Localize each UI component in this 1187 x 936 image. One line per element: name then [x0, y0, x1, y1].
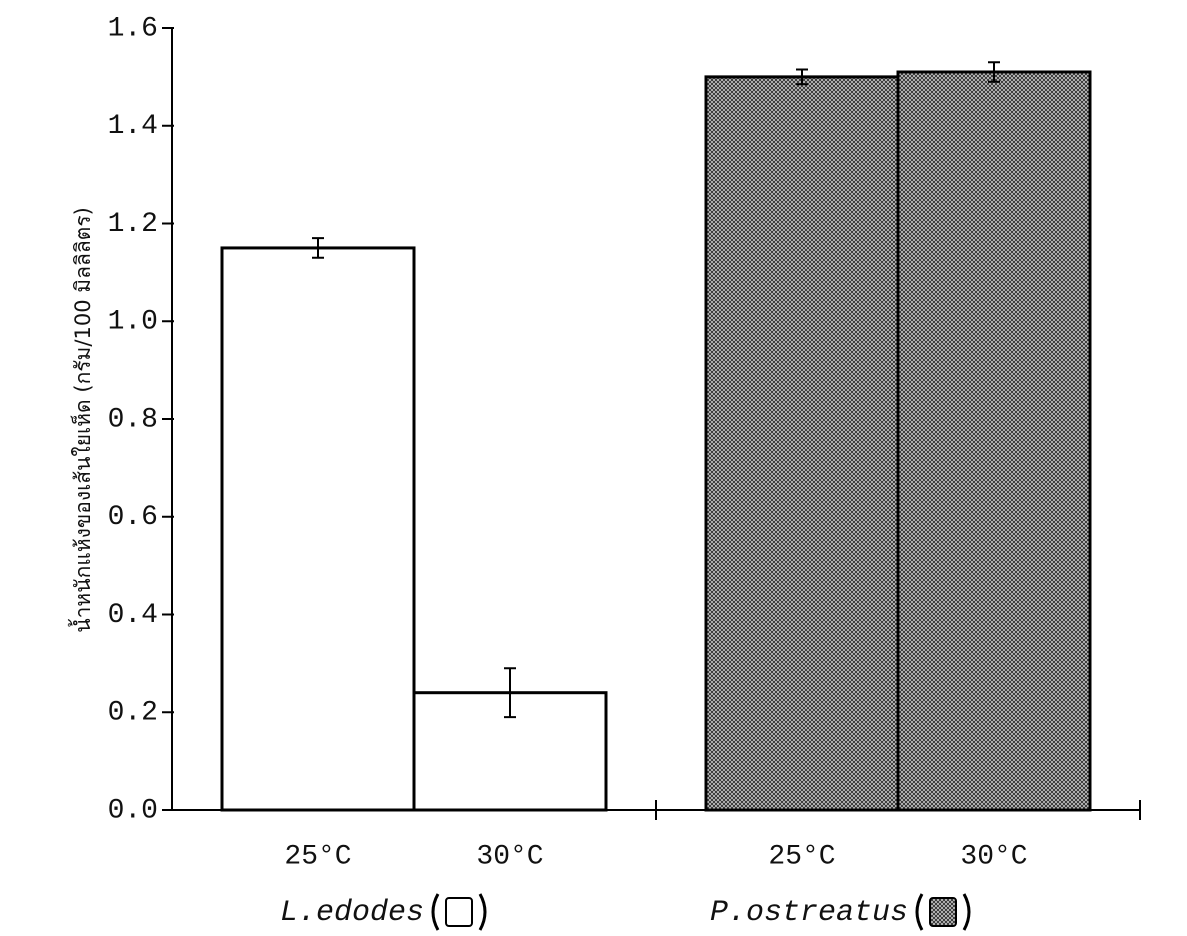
bar [220, 246, 416, 812]
x-tick-label: 30°C [476, 841, 543, 872]
legend-swatch [929, 897, 957, 927]
error-bar [504, 667, 516, 719]
y-tick-label: 0.2 [108, 698, 158, 729]
error-bar [796, 68, 808, 86]
y-tick-label: 1.2 [108, 209, 158, 240]
legend-paren [478, 893, 487, 931]
legend-label: L.edodes [280, 896, 424, 930]
legend-label: P.ostreatus [710, 896, 908, 930]
x-tick-label: 25°C [284, 841, 351, 872]
y-axis-label: น้ำหนักแห้งของเส้นใยเห็ด (กรัม/100 มิลลิ… [68, 207, 95, 633]
legend-paren [431, 893, 440, 931]
y-tick-label: 0.6 [108, 502, 158, 533]
y-tick-label: 1.6 [108, 13, 158, 44]
bar [704, 75, 900, 812]
y-tick-label: 1.0 [108, 307, 158, 338]
x-tick-label: 30°C [960, 841, 1027, 872]
legend-paren [962, 893, 971, 931]
bar [896, 70, 1092, 812]
legend-paren [915, 893, 924, 931]
y-tick-label: 0.8 [108, 404, 158, 435]
error-bar [312, 237, 324, 259]
x-tick-label: 25°C [768, 841, 835, 872]
legend-swatch [445, 897, 473, 927]
y-tick-label: 0.0 [108, 795, 158, 826]
y-tick-label: 0.4 [108, 600, 158, 631]
y-tick-label: 1.4 [108, 111, 158, 142]
error-bar [988, 61, 1000, 83]
